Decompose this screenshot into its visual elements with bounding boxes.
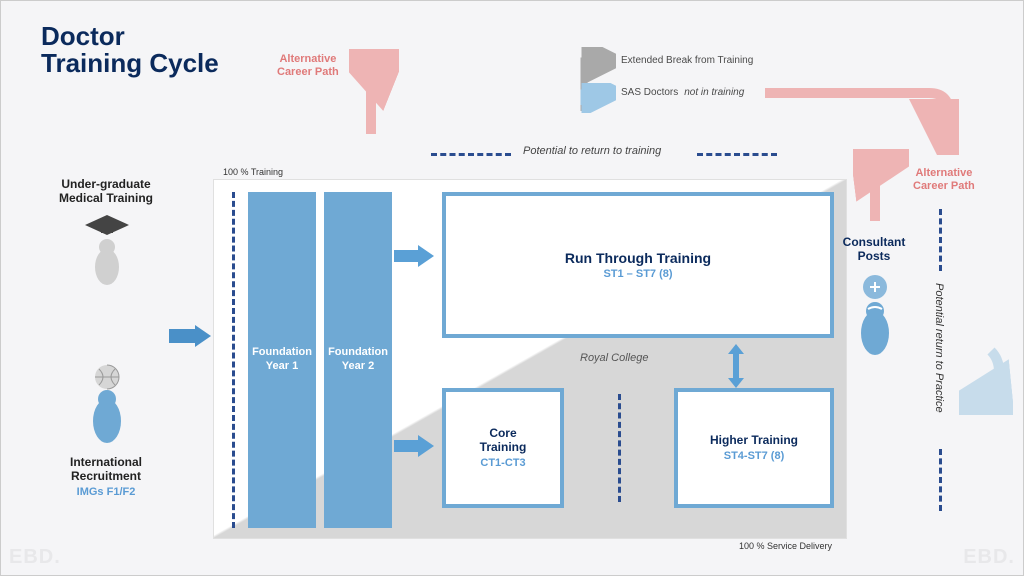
- pink-arrow-up-right-icon: [853, 149, 909, 227]
- arrow-to-runthrough-icon: [392, 242, 438, 270]
- watermark-right: EBD.: [963, 546, 1015, 569]
- dash-return-left: [431, 153, 511, 156]
- box-higher-training: Higher Training ST4-ST7 (8): [674, 388, 834, 508]
- dash-practice-bottom: [939, 449, 942, 511]
- box-core-training: Core Training CT1-CT3: [442, 388, 564, 508]
- double-arrow-icon: [724, 342, 748, 390]
- dash-core-higher: [618, 394, 621, 502]
- entry-international: International Recruitment IMGs F1/F2: [41, 455, 171, 498]
- label-100-service: 100 % Service Delivery: [739, 541, 832, 551]
- entry-arrow-icon: [167, 321, 213, 351]
- label-100-training: 100 % Training: [223, 167, 283, 177]
- alt-career-path-right: Alternative Career Path: [913, 167, 975, 193]
- consultant-icon: [851, 273, 899, 363]
- dash-practice-top: [939, 209, 942, 271]
- title-line-1: Doctor: [41, 23, 219, 50]
- foundation-year-2: Foundation Year 2: [324, 192, 392, 528]
- dash-pre-fy: [232, 192, 235, 528]
- box-run-through: Run Through Training ST1 – ST7 (8): [442, 192, 834, 338]
- legend-sas: SAS Doctors not in training: [621, 87, 744, 98]
- training-grid: Foundation Year 1 Foundation Year 2 Run …: [213, 179, 847, 539]
- pink-arrow-up-left-icon: [349, 49, 399, 139]
- globe-icon: [83, 363, 131, 449]
- arrow-to-core-icon: [392, 432, 438, 460]
- label-return-practice: Potential return to Practice: [933, 283, 945, 413]
- title-line-2: Training Cycle: [41, 50, 219, 77]
- alt-career-path-top: Alternative Career Path: [277, 53, 339, 79]
- label-return-training: Potential to return to training: [523, 145, 661, 157]
- consultant-posts: Consultant Posts: [829, 235, 919, 264]
- foundation-year-1: Foundation Year 1: [248, 192, 316, 528]
- label-royal-college: Royal College: [580, 352, 648, 364]
- legend-extended-break: Extended Break from Training: [621, 55, 753, 66]
- entry-undergrad: Under-graduate Medical Training: [41, 177, 171, 206]
- page-title: Doctor Training Cycle: [41, 23, 219, 78]
- dash-return-right: [697, 153, 777, 156]
- lightblue-return-arrow-icon: [959, 345, 1013, 415]
- legend-blue-arrow-icon: [556, 83, 616, 113]
- graduation-cap-icon: [83, 211, 131, 289]
- pink-arrow-right-icon: [759, 83, 959, 155]
- watermark-left: EBD.: [9, 546, 61, 569]
